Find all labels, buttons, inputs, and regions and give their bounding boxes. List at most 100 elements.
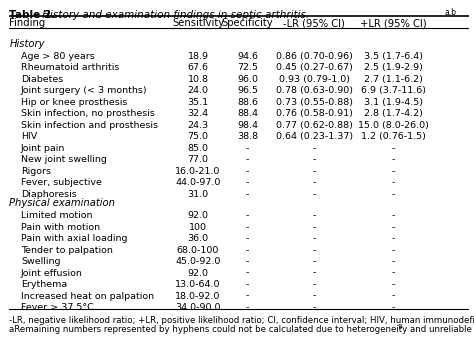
Text: Sensitivity: Sensitivity — [172, 18, 224, 28]
Text: -: - — [246, 292, 249, 300]
Text: -LR, negative likelihood ratio; +LR, positive likelihood ratio; CI, confidence i: -LR, negative likelihood ratio; +LR, pos… — [9, 316, 474, 325]
Text: 36.0: 36.0 — [187, 234, 209, 243]
Text: Pain with motion: Pain with motion — [21, 223, 100, 231]
Text: 44.0-97.0: 44.0-97.0 — [175, 178, 221, 187]
Text: -: - — [392, 303, 395, 312]
Text: 45.0-92.0: 45.0-92.0 — [175, 257, 221, 266]
Text: -: - — [246, 257, 249, 266]
Text: -: - — [312, 144, 316, 153]
Text: 0.77 (0.62-0.88): 0.77 (0.62-0.88) — [276, 121, 353, 130]
Text: 2.5 (1.9-2.9): 2.5 (1.9-2.9) — [364, 63, 423, 72]
Text: Physical examination: Physical examination — [9, 198, 116, 208]
Text: -: - — [392, 280, 395, 289]
Text: 0.93 (0.79-1.0): 0.93 (0.79-1.0) — [279, 75, 350, 84]
Text: Diabetes: Diabetes — [21, 75, 63, 84]
Text: 1.2 (0.76-1.5): 1.2 (0.76-1.5) — [361, 132, 426, 141]
Text: -: - — [392, 211, 395, 220]
Text: -: - — [392, 269, 395, 278]
Text: 96.0: 96.0 — [237, 75, 258, 84]
Text: 88.4: 88.4 — [237, 109, 258, 118]
Text: Increased heat on palpation: Increased heat on palpation — [21, 292, 154, 300]
Text: 0.86 (0.70-0.96): 0.86 (0.70-0.96) — [276, 52, 353, 61]
Text: -: - — [312, 269, 316, 278]
Text: -: - — [246, 223, 249, 231]
Text: 6.9 (3.7-11.6): 6.9 (3.7-11.6) — [361, 86, 426, 96]
Text: 9: 9 — [398, 324, 402, 330]
Text: 0.78 (0.63-0.90): 0.78 (0.63-0.90) — [275, 86, 353, 96]
Text: 10.8: 10.8 — [188, 75, 209, 84]
Text: Joint surgery (< 3 months): Joint surgery (< 3 months) — [21, 86, 147, 96]
Text: 34.0-90.0: 34.0-90.0 — [175, 303, 221, 312]
Text: -: - — [312, 257, 316, 266]
Text: Table 2.: Table 2. — [9, 10, 55, 20]
Text: 32.4: 32.4 — [187, 109, 209, 118]
Text: Age > 80 years: Age > 80 years — [21, 52, 95, 61]
Text: -: - — [392, 257, 395, 266]
Text: Fever, subjective: Fever, subjective — [21, 178, 102, 187]
Text: Hip or knee prosthesis: Hip or knee prosthesis — [21, 98, 128, 107]
Text: 94.6: 94.6 — [237, 52, 258, 61]
Text: Diaphoresis: Diaphoresis — [21, 190, 77, 199]
Text: 3.1 (1.9-4.5): 3.1 (1.9-4.5) — [364, 98, 423, 107]
Text: 18.9: 18.9 — [188, 52, 209, 61]
Text: 68.0-100: 68.0-100 — [177, 246, 219, 255]
Text: -: - — [246, 303, 249, 312]
Text: -: - — [312, 155, 316, 164]
Text: -: - — [246, 234, 249, 243]
Text: Rigors: Rigors — [21, 167, 51, 176]
Text: 2.7 (1.1-6.2): 2.7 (1.1-6.2) — [364, 75, 423, 84]
Text: 3.5 (1.7-6.4): 3.5 (1.7-6.4) — [364, 52, 423, 61]
Text: Specificity: Specificity — [222, 18, 273, 28]
Text: 31.0: 31.0 — [187, 190, 209, 199]
Text: 2.8 (1.7-4.2): 2.8 (1.7-4.2) — [364, 109, 423, 118]
Text: -: - — [392, 155, 395, 164]
Text: 100: 100 — [189, 223, 207, 231]
Text: Finding: Finding — [9, 18, 46, 28]
Text: Skin infection, no prosthesis: Skin infection, no prosthesis — [21, 109, 155, 118]
Text: 35.1: 35.1 — [187, 98, 209, 107]
Text: -: - — [392, 144, 395, 153]
Text: 88.6: 88.6 — [237, 98, 258, 107]
Text: 85.0: 85.0 — [188, 144, 209, 153]
Text: 92.0: 92.0 — [188, 269, 209, 278]
Text: Skin infection and prosthesis: Skin infection and prosthesis — [21, 121, 158, 130]
Text: -: - — [392, 234, 395, 243]
Text: 24.3: 24.3 — [187, 121, 209, 130]
Text: History and examination findings in septic arthritis.: History and examination findings in sept… — [39, 10, 310, 20]
Text: -: - — [246, 246, 249, 255]
Text: -: - — [392, 167, 395, 176]
Text: -: - — [312, 234, 316, 243]
Text: 18.0-92.0: 18.0-92.0 — [175, 292, 221, 300]
Text: -: - — [312, 292, 316, 300]
Text: Fever > 37.5°C: Fever > 37.5°C — [21, 303, 94, 312]
Text: a,b: a,b — [445, 8, 457, 17]
Text: 24.0: 24.0 — [188, 86, 209, 96]
Text: -: - — [392, 223, 395, 231]
Text: Swelling: Swelling — [21, 257, 61, 266]
Text: Erythema: Erythema — [21, 280, 67, 289]
Text: 0.64 (0.23-1.37): 0.64 (0.23-1.37) — [275, 132, 353, 141]
Text: -: - — [312, 167, 316, 176]
Text: 96.5: 96.5 — [237, 86, 258, 96]
Text: -: - — [246, 155, 249, 164]
Text: -LR (95% CI): -LR (95% CI) — [283, 18, 345, 28]
Text: aRemaining numbers represented by hyphens could not be calculated due to heterog: aRemaining numbers represented by hyphen… — [9, 325, 474, 334]
Text: Joint effusion: Joint effusion — [21, 269, 83, 278]
Text: Rheumatoid arthritis: Rheumatoid arthritis — [21, 63, 119, 72]
Text: -: - — [246, 190, 249, 199]
Text: 77.0: 77.0 — [188, 155, 209, 164]
Text: 13.0-64.0: 13.0-64.0 — [175, 280, 221, 289]
Text: -: - — [246, 269, 249, 278]
Text: 92.0: 92.0 — [188, 211, 209, 220]
Text: -: - — [392, 292, 395, 300]
Text: -: - — [246, 211, 249, 220]
Text: -: - — [312, 190, 316, 199]
Text: Pain with axial loading: Pain with axial loading — [21, 234, 128, 243]
Text: 72.5: 72.5 — [237, 63, 258, 72]
Text: 0.76 (0.58-0.91): 0.76 (0.58-0.91) — [276, 109, 353, 118]
Text: -: - — [392, 246, 395, 255]
Text: -: - — [246, 178, 249, 187]
Text: HIV: HIV — [21, 132, 37, 141]
Text: 0.73 (0.55-0.88): 0.73 (0.55-0.88) — [275, 98, 353, 107]
Text: -: - — [246, 167, 249, 176]
